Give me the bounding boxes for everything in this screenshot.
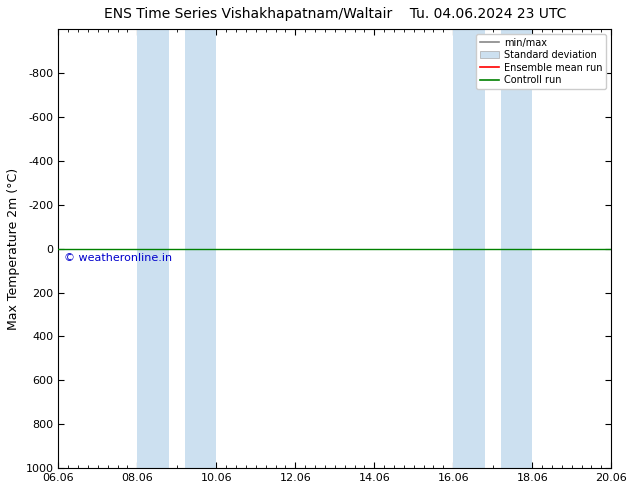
Legend: min/max, Standard deviation, Ensemble mean run, Controll run: min/max, Standard deviation, Ensemble me… xyxy=(476,34,606,89)
Title: ENS Time Series Vishakhapatnam/Waltair    Tu. 04.06.2024 23 UTC: ENS Time Series Vishakhapatnam/Waltair T… xyxy=(103,7,566,21)
Bar xyxy=(184,29,216,468)
Bar xyxy=(138,29,169,468)
Bar xyxy=(501,29,532,468)
Bar xyxy=(453,29,485,468)
Y-axis label: Max Temperature 2m (°C): Max Temperature 2m (°C) xyxy=(7,168,20,330)
Text: © weatheronline.in: © weatheronline.in xyxy=(64,253,172,263)
